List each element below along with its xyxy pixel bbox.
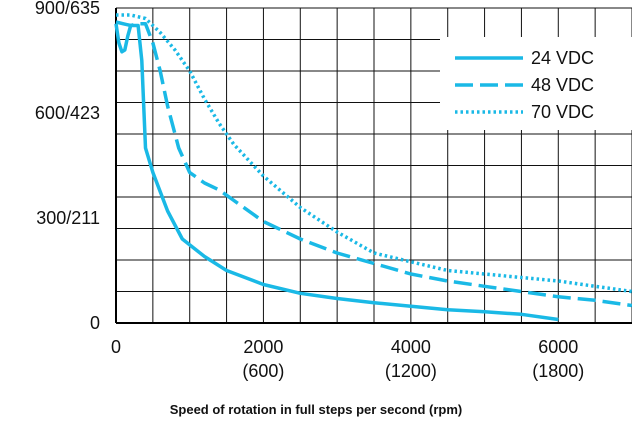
x-tick-sublabel: (1800) — [532, 361, 584, 381]
y-tick-label: 600/423 — [35, 103, 100, 123]
x-axis-label: Speed of rotation in full steps per seco… — [170, 402, 463, 417]
legend-label-1: 24 VDC — [531, 48, 594, 68]
legend-label-3: 70 VDC — [531, 102, 594, 122]
x-tick-label: 4000 — [391, 337, 431, 357]
legend-label-2: 48 VDC — [531, 75, 594, 95]
series-line-2 — [115, 20, 632, 308]
x-tick-label: 2000 — [243, 337, 283, 357]
legend: 24 VDC 48 VDC 70 VDC — [440, 37, 632, 130]
y-tick-label: 0 — [90, 313, 100, 333]
y-tick-label: 900/635 — [35, 0, 100, 18]
x-tick-label: 6000 — [538, 337, 578, 357]
axes — [115, 8, 632, 324]
y-tick-label: 300/211 — [36, 208, 100, 228]
x-tick-sublabel: (600) — [242, 361, 284, 381]
series-layer — [114, 13, 632, 322]
x-tick-sublabel: (1200) — [385, 361, 437, 381]
x-tick-label: 0 — [111, 337, 121, 357]
series-line-3 — [116, 13, 632, 294]
series-line-1 — [114, 23, 559, 322]
tick-labels: 0 300/211 600/423 900/635 0 2000 (600) 4000 (120… — [35, 0, 584, 381]
